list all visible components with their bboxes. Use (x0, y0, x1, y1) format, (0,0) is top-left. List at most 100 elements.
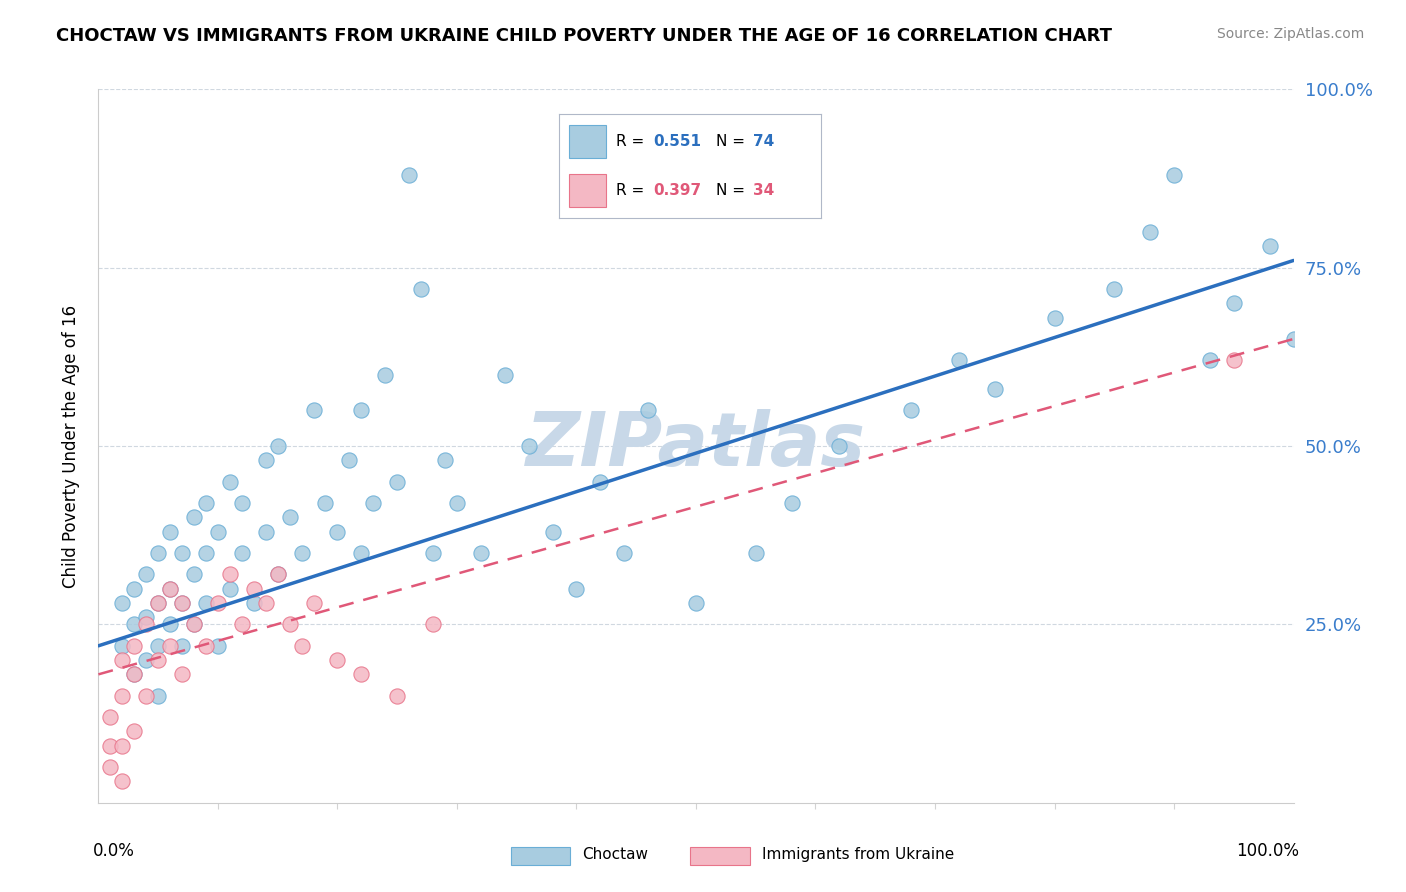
FancyBboxPatch shape (690, 847, 749, 865)
Point (948, 353, 970, 368)
Text: Source: ZipAtlas.com: Source: ZipAtlas.com (1216, 27, 1364, 41)
Point (243, 582, 266, 596)
Point (148, 639, 170, 653)
Point (111, 689, 134, 703)
Text: 100.0%: 100.0% (1236, 842, 1299, 860)
Point (494, 368, 516, 382)
Point (195, 496, 218, 510)
Point (339, 453, 361, 467)
Point (195, 639, 218, 653)
Point (363, 496, 385, 510)
Point (135, 689, 157, 703)
Point (183, 567, 205, 582)
Point (254, 524, 277, 539)
Point (541, 524, 564, 539)
Point (98, 760, 122, 774)
Point (135, 653, 157, 667)
Point (278, 617, 301, 632)
Point (1163, 168, 1185, 182)
Point (780, 496, 803, 510)
Point (135, 567, 157, 582)
Point (291, 639, 314, 653)
Text: Choctaw: Choctaw (582, 847, 648, 863)
Point (326, 653, 349, 667)
FancyBboxPatch shape (510, 847, 571, 865)
Point (111, 639, 134, 653)
Point (267, 439, 290, 453)
Point (302, 403, 325, 417)
Point (195, 596, 218, 610)
Point (159, 617, 181, 632)
Point (124, 617, 146, 632)
Point (183, 617, 205, 632)
Point (159, 639, 181, 653)
Point (385, 689, 409, 703)
Point (350, 667, 373, 681)
Point (1223, 353, 1246, 368)
Point (1258, 239, 1281, 253)
Point (267, 567, 290, 582)
Text: Immigrants from Ukraine: Immigrants from Ukraine (762, 847, 953, 863)
Point (1043, 310, 1066, 325)
Point (828, 439, 851, 453)
Y-axis label: Child Poverty Under the Age of 16: Child Poverty Under the Age of 16 (62, 304, 80, 588)
Point (243, 596, 266, 610)
Point (374, 368, 396, 382)
Point (315, 496, 337, 510)
Point (219, 475, 242, 489)
Point (195, 546, 218, 560)
Point (172, 596, 194, 610)
Point (411, 282, 433, 296)
Point (172, 639, 194, 653)
Point (745, 546, 768, 560)
Point (124, 639, 146, 653)
Point (124, 667, 146, 681)
Point (219, 582, 242, 596)
Point (135, 610, 157, 624)
Point (183, 617, 205, 632)
Point (1139, 225, 1161, 239)
Point (350, 546, 373, 560)
Text: CHOCTAW VS IMMIGRANTS FROM UKRAINE CHILD POVERTY UNDER THE AGE OF 16 CORRELATION: CHOCTAW VS IMMIGRANTS FROM UKRAINE CHILD… (56, 27, 1112, 45)
Point (1104, 282, 1126, 296)
Point (159, 582, 181, 596)
Point (111, 653, 134, 667)
Text: ZIPatlas: ZIPatlas (526, 409, 866, 483)
Point (1199, 353, 1222, 368)
Point (159, 582, 181, 596)
Point (124, 724, 146, 739)
Point (172, 667, 194, 681)
Point (900, 403, 922, 417)
Point (613, 546, 636, 560)
Point (159, 524, 181, 539)
Point (148, 689, 170, 703)
Point (148, 653, 170, 667)
Point (278, 510, 301, 524)
Point (637, 403, 659, 417)
Point (267, 567, 290, 582)
Point (470, 546, 492, 560)
Point (111, 596, 134, 610)
Point (685, 596, 707, 610)
Point (172, 596, 194, 610)
Text: 0.0%: 0.0% (93, 842, 135, 860)
Point (207, 639, 229, 653)
Point (385, 475, 409, 489)
Point (183, 510, 205, 524)
Point (111, 739, 134, 753)
Point (207, 524, 229, 539)
Point (446, 496, 468, 510)
Point (148, 596, 170, 610)
Point (124, 667, 146, 681)
Point (589, 475, 612, 489)
Point (231, 496, 253, 510)
Point (219, 567, 242, 582)
Point (326, 524, 349, 539)
Point (98, 739, 122, 753)
Point (135, 617, 157, 632)
Point (984, 382, 1007, 396)
Point (172, 546, 194, 560)
Point (111, 774, 134, 789)
Point (254, 596, 277, 610)
Point (1223, 296, 1246, 310)
